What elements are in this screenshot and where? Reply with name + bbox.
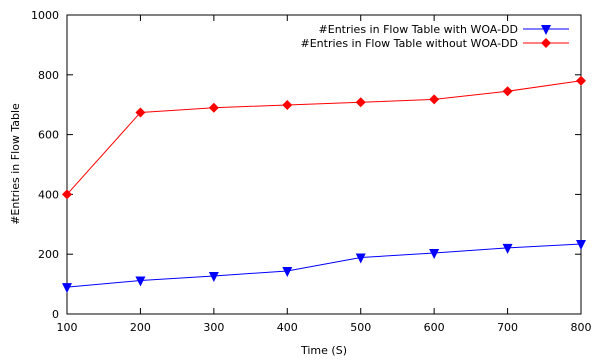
data-point <box>502 243 513 254</box>
legend-label: #Entries in Flow Table without WOA-DD <box>301 37 518 50</box>
legend-label: #Entries in Flow Table with WOA-DD <box>319 23 518 36</box>
x-tick-label: 600 <box>424 321 445 334</box>
legend-marker <box>541 25 551 35</box>
data-point <box>282 99 293 110</box>
data-point <box>282 266 293 277</box>
legend-entry: #Entries in Flow Table without WOA-DD <box>301 37 569 50</box>
y-tick-label: 800 <box>38 69 59 82</box>
x-tick-label: 400 <box>277 321 298 334</box>
series-1 <box>62 240 586 294</box>
x-tick-label: 800 <box>571 321 592 334</box>
x-axis-label: Time (S) <box>300 344 347 357</box>
y-tick-label: 200 <box>38 248 59 261</box>
axis-tick-labels: 100 200 300 400 500 600 700 800 0 200 400 600 800 100… <box>31 9 592 334</box>
data-point <box>576 75 586 86</box>
data-point <box>429 249 440 260</box>
data-point <box>62 283 72 294</box>
data-point <box>355 253 366 264</box>
data-point <box>208 272 219 283</box>
y-tick-label: 400 <box>38 188 59 201</box>
legend-entry: #Entries in Flow Table with WOA-DD <box>319 23 569 36</box>
x-tick-label: 200 <box>130 321 151 334</box>
y-tick-label: 600 <box>38 129 59 142</box>
y-axis-label: #Entries in Flow Table <box>9 103 22 225</box>
data-point <box>429 94 440 105</box>
x-tick-label: 100 <box>57 321 78 334</box>
data-point <box>355 97 366 108</box>
y-tick-label: 1000 <box>31 9 59 22</box>
data-point <box>502 86 513 97</box>
legend: #Entries in Flow Table with WOA-DD#Entri… <box>301 23 569 50</box>
y-tick-label: 0 <box>52 308 59 321</box>
data-point <box>576 240 586 251</box>
series-2 <box>62 75 586 200</box>
x-tick-label: 500 <box>350 321 371 334</box>
series-line <box>66 80 582 195</box>
legend-marker <box>541 38 551 48</box>
data-point <box>208 102 219 113</box>
data-point <box>62 189 72 200</box>
series-layer <box>62 75 586 294</box>
axis-ticks <box>66 14 582 315</box>
series-line <box>66 243 582 288</box>
data-point <box>135 276 146 287</box>
data-point <box>135 107 146 118</box>
plot-frame <box>66 14 582 315</box>
x-tick-label: 300 <box>203 321 224 334</box>
x-tick-label: 700 <box>497 321 518 334</box>
